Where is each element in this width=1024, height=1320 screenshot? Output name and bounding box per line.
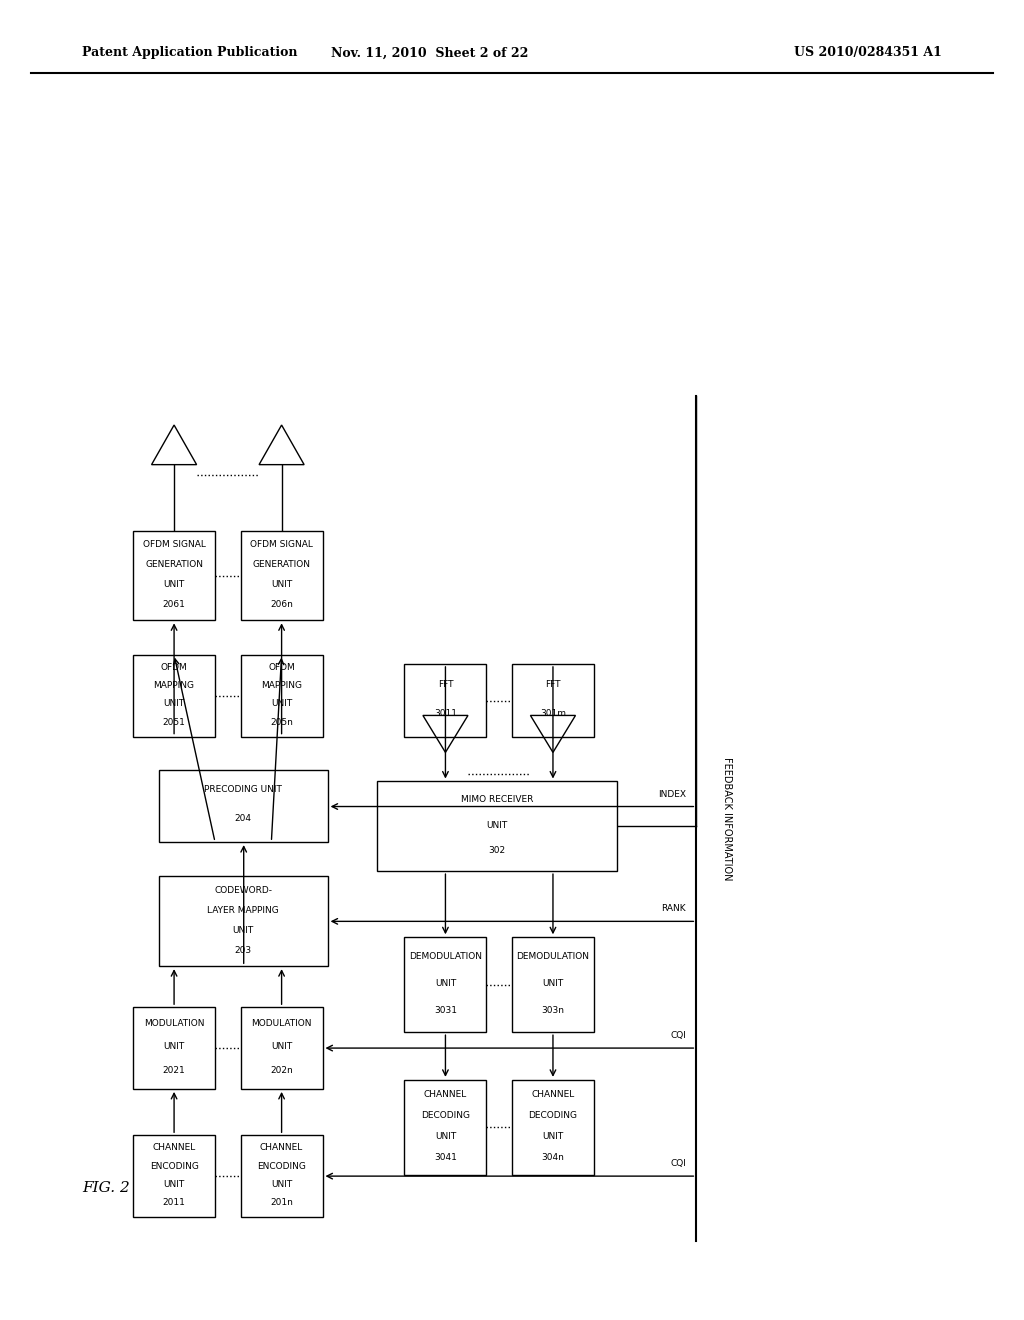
Text: 301m: 301m xyxy=(540,709,566,718)
Text: MODULATION: MODULATION xyxy=(251,1019,312,1028)
Text: 303n: 303n xyxy=(542,1006,564,1015)
Text: FFT: FFT xyxy=(545,680,561,689)
Text: 3031: 3031 xyxy=(434,1006,457,1015)
Text: UNIT: UNIT xyxy=(435,979,456,987)
Text: UNIT: UNIT xyxy=(435,1133,456,1142)
Text: RANK: RANK xyxy=(662,904,686,913)
Text: 3041: 3041 xyxy=(434,1154,457,1163)
Text: CODEWORD-: CODEWORD- xyxy=(214,886,272,895)
Text: UNIT: UNIT xyxy=(486,821,508,829)
FancyBboxPatch shape xyxy=(133,655,215,737)
Text: 2051: 2051 xyxy=(163,718,185,726)
Text: UNIT: UNIT xyxy=(232,925,254,935)
Text: UNIT: UNIT xyxy=(271,1043,292,1052)
Text: 2021: 2021 xyxy=(163,1065,185,1074)
Text: 2011: 2011 xyxy=(163,1199,185,1206)
Text: CHANNEL: CHANNEL xyxy=(424,1090,467,1100)
FancyBboxPatch shape xyxy=(133,1007,215,1089)
Text: DECODING: DECODING xyxy=(421,1111,470,1121)
Text: 205n: 205n xyxy=(270,718,293,726)
Text: OFDM: OFDM xyxy=(268,663,295,672)
FancyBboxPatch shape xyxy=(512,664,594,737)
FancyBboxPatch shape xyxy=(512,937,594,1032)
Text: 206n: 206n xyxy=(270,601,293,609)
Text: 204: 204 xyxy=(234,814,252,824)
Text: INDEX: INDEX xyxy=(658,789,686,799)
Text: US 2010/0284351 A1: US 2010/0284351 A1 xyxy=(795,46,942,59)
Text: CHANNEL: CHANNEL xyxy=(531,1090,574,1100)
Text: UNIT: UNIT xyxy=(164,700,184,709)
Text: MIMO RECEIVER: MIMO RECEIVER xyxy=(461,795,534,804)
Text: DEMODULATION: DEMODULATION xyxy=(409,952,482,961)
FancyBboxPatch shape xyxy=(241,531,323,620)
Text: CHANNEL: CHANNEL xyxy=(153,1143,196,1152)
Text: 2061: 2061 xyxy=(163,601,185,609)
Text: UNIT: UNIT xyxy=(271,579,292,589)
Text: PRECODING UNIT: PRECODING UNIT xyxy=(204,785,283,795)
Text: GENERATION: GENERATION xyxy=(145,560,203,569)
FancyBboxPatch shape xyxy=(404,937,486,1032)
Text: UNIT: UNIT xyxy=(271,700,292,709)
Text: Nov. 11, 2010  Sheet 2 of 22: Nov. 11, 2010 Sheet 2 of 22 xyxy=(332,46,528,59)
Text: DEMODULATION: DEMODULATION xyxy=(516,952,590,961)
Text: 203: 203 xyxy=(234,946,252,954)
Text: UNIT: UNIT xyxy=(164,1180,184,1189)
FancyBboxPatch shape xyxy=(241,1007,323,1089)
FancyBboxPatch shape xyxy=(241,1135,323,1217)
FancyBboxPatch shape xyxy=(377,781,617,871)
Text: ENCODING: ENCODING xyxy=(150,1162,199,1171)
FancyBboxPatch shape xyxy=(133,531,215,620)
Text: MODULATION: MODULATION xyxy=(143,1019,205,1028)
Text: 3011: 3011 xyxy=(434,709,457,718)
Text: CHANNEL: CHANNEL xyxy=(260,1143,303,1152)
Text: CQI: CQI xyxy=(670,1031,686,1040)
Text: GENERATION: GENERATION xyxy=(253,560,310,569)
Text: 201n: 201n xyxy=(270,1199,293,1206)
Text: UNIT: UNIT xyxy=(164,1043,184,1052)
Text: CQI: CQI xyxy=(670,1159,686,1168)
Text: UNIT: UNIT xyxy=(271,1180,292,1189)
Text: UNIT: UNIT xyxy=(164,579,184,589)
Text: OFDM: OFDM xyxy=(161,663,187,672)
Text: FFT: FFT xyxy=(437,680,454,689)
Text: UNIT: UNIT xyxy=(543,1133,563,1142)
FancyBboxPatch shape xyxy=(159,876,328,966)
FancyBboxPatch shape xyxy=(404,1080,486,1175)
FancyBboxPatch shape xyxy=(133,1135,215,1217)
Text: MAPPING: MAPPING xyxy=(261,681,302,690)
Text: OFDM SIGNAL: OFDM SIGNAL xyxy=(250,540,313,549)
Text: 302: 302 xyxy=(488,846,506,855)
FancyBboxPatch shape xyxy=(512,1080,594,1175)
Text: ENCODING: ENCODING xyxy=(257,1162,306,1171)
Text: OFDM SIGNAL: OFDM SIGNAL xyxy=(142,540,206,549)
Text: MAPPING: MAPPING xyxy=(154,681,195,690)
FancyBboxPatch shape xyxy=(404,664,486,737)
Text: UNIT: UNIT xyxy=(543,979,563,987)
Text: LAYER MAPPING: LAYER MAPPING xyxy=(207,906,280,915)
Text: FEEDBACK INFORMATION: FEEDBACK INFORMATION xyxy=(722,756,732,880)
Text: Patent Application Publication: Patent Application Publication xyxy=(82,46,297,59)
Text: FIG. 2: FIG. 2 xyxy=(82,1181,130,1195)
Text: 304n: 304n xyxy=(542,1154,564,1163)
FancyBboxPatch shape xyxy=(159,770,328,842)
Text: 202n: 202n xyxy=(270,1065,293,1074)
Text: DECODING: DECODING xyxy=(528,1111,578,1121)
FancyBboxPatch shape xyxy=(241,655,323,737)
